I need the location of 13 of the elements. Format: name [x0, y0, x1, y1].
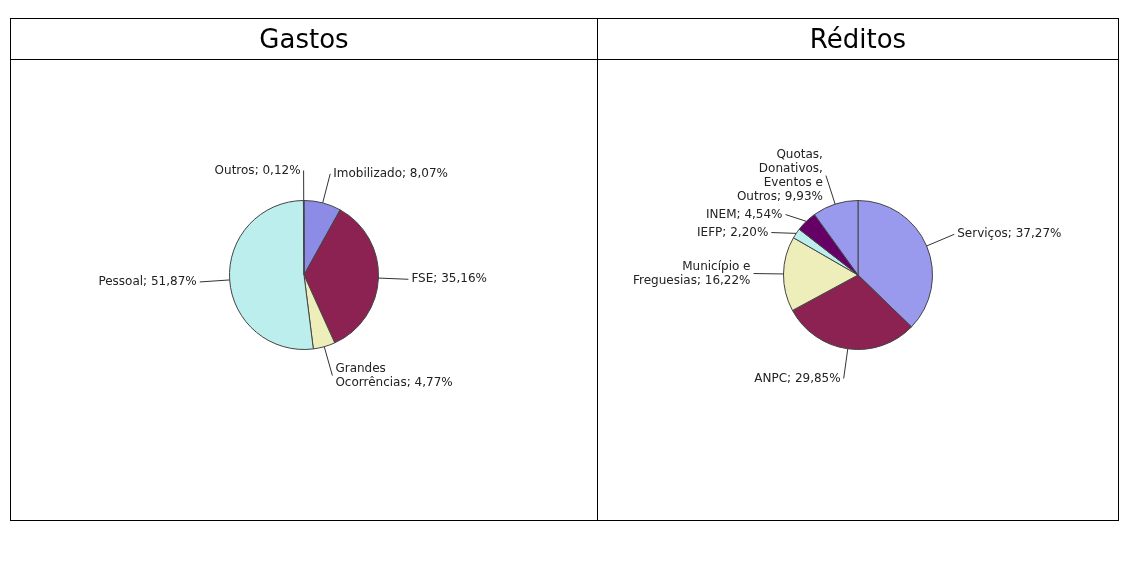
slice-label: Serviços; 37,27%: [957, 226, 1062, 241]
slice-label: Imobilizado; 8,07%: [333, 165, 448, 180]
slice-label: Município e Freguesias; 16,22%: [633, 258, 751, 287]
slice-label: Pessoal; 51,87%: [98, 274, 197, 289]
slice-label: FSE; 35,16%: [411, 271, 487, 286]
chart-title: Réditos: [597, 18, 1119, 60]
slice-label: INEM; 4,54%: [706, 206, 783, 221]
slice-label: Outros; 0,12%: [214, 162, 301, 177]
chart-title: Gastos: [10, 18, 598, 60]
slice-label: ANPC; 29,85%: [754, 370, 841, 385]
slice-label: Grandes Ocorrências; 4,77%: [335, 360, 453, 389]
slice-label: Quotas, Donativos, Eventos e Outros; 9,93%: [736, 146, 823, 203]
slice-label: IEFP; 2,20%: [697, 224, 769, 239]
